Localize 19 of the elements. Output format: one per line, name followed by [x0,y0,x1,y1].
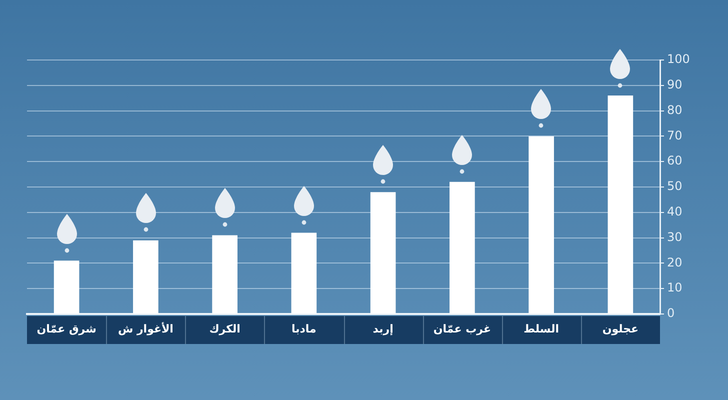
y-tick-label: 40 [667,204,682,219]
x-tick-label: الأغوار ش [118,321,174,336]
x-tick-label: الكرك [209,322,240,336]
x-tick-label: عجلون [602,322,639,336]
x-tick-label: السلط [524,322,559,336]
y-tick-label: 0 [667,306,675,320]
y-tick-label: 90 [667,78,682,92]
y-tick-label: 30 [667,230,682,244]
x-tick-label: شرق عمّان [36,322,96,336]
x-tick-label: غرب عمّان [433,322,492,336]
y-tick-label: 60 [667,154,682,168]
x-tick-label: مادبا [292,322,316,336]
y-tick-label: 50 [667,179,682,194]
y-tick-label: 10 [667,280,682,295]
y-tick-label: 70 [667,128,682,142]
y-tick-label: 80 [667,102,682,117]
x-tick-label: إربد [372,322,394,336]
y-tick-label: 20 [667,255,682,270]
y-tick-label: 100 [667,52,690,66]
